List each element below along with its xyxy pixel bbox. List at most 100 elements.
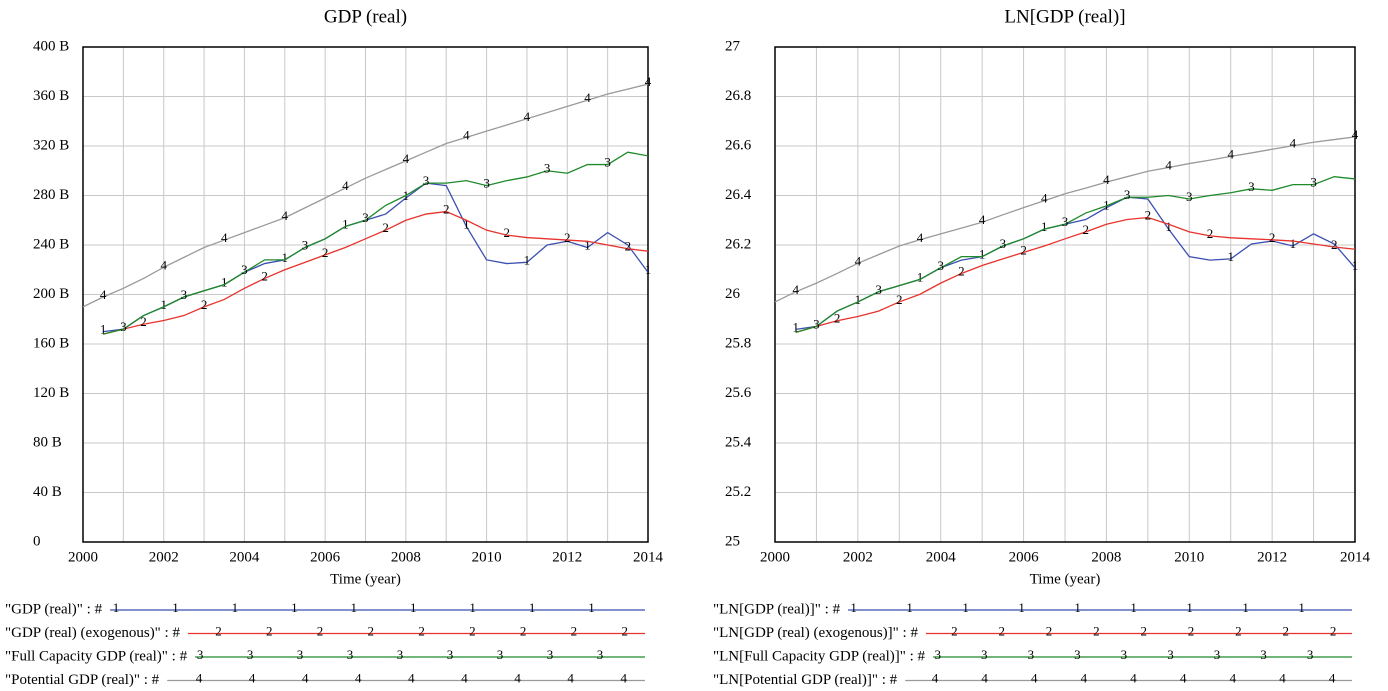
y-tick-label: 200 B [33, 286, 69, 302]
legend-marker: 1 [1298, 600, 1305, 615]
series-marker: 3 [937, 258, 944, 273]
series-marker: 3 [544, 161, 551, 176]
y-tick-label: 40 B [33, 484, 62, 500]
series-marker: 4 [584, 90, 591, 105]
legend-marker: 3 [934, 647, 941, 662]
series-marker: 1 [282, 250, 289, 265]
legend-marker: 1 [1018, 600, 1025, 615]
legend-marker: 2 [317, 623, 324, 638]
legend-marker: 4 [1130, 670, 1137, 685]
series-line [774, 136, 1356, 303]
series-marker: 3 [362, 210, 369, 225]
legend-marker: 3 [981, 647, 988, 662]
legend-marker: 2 [469, 623, 476, 638]
x-axis-label: Time (year) [330, 571, 401, 587]
legend-marker: 1 [1186, 600, 1193, 615]
series-marker: 2 [1145, 208, 1152, 223]
legend-marker: 3 [547, 647, 554, 662]
series-marker: 2 [896, 292, 903, 307]
x-tick-label: 2006 [1009, 549, 1040, 565]
legend-label: "Full Capacity GDP (real)" : # [5, 648, 188, 664]
legend-marker: 3 [1121, 647, 1128, 662]
legend-marker: 1 [962, 600, 969, 615]
series-marker: 4 [792, 282, 799, 297]
x-tick-label: 2002 [843, 549, 873, 565]
legend-label: "Potential GDP (real)" : # [5, 672, 160, 688]
series-line [795, 176, 1356, 333]
series-marker: 4 [282, 208, 289, 223]
series-line [103, 210, 649, 335]
legend-marker: 2 [951, 623, 958, 638]
legend-marker: 2 [1093, 623, 1100, 638]
series-marker: 4 [403, 151, 410, 166]
legend-marker: 4 [567, 670, 574, 685]
legend-marker: 2 [1140, 623, 1147, 638]
series-marker: 2 [322, 245, 329, 260]
series-marker: 1 [342, 216, 349, 231]
legend-marker: 3 [1307, 647, 1314, 662]
series-marker: 2 [564, 230, 571, 245]
series-marker: 4 [221, 230, 228, 245]
legend-marker: 4 [1031, 670, 1038, 685]
plot-border [774, 46, 1356, 543]
x-tick-label: 2004 [229, 549, 260, 565]
legend-marker: 4 [514, 670, 521, 685]
series-marker: 2 [958, 263, 965, 278]
y-tick-label: 360 B [33, 88, 69, 104]
y-tick-label: 26.4 [725, 187, 752, 203]
legend-label: "LN[Full Capacity GDP (real)]" : # [713, 648, 926, 664]
legend-marker: 3 [247, 647, 254, 662]
series-marker: 1 [160, 297, 167, 312]
series-marker: 4 [524, 109, 531, 124]
legend-marker: 1 [1074, 600, 1081, 615]
series-marker: 2 [1269, 230, 1276, 245]
legend-marker: 3 [397, 647, 404, 662]
legend-marker: 3 [347, 647, 354, 662]
y-tick-label: 26 [725, 286, 741, 302]
legend-marker: 2 [418, 623, 425, 638]
legend-marker: 4 [408, 670, 415, 685]
legend-marker: 4 [1081, 670, 1088, 685]
series-marker: 2 [382, 220, 389, 235]
legend-marker: 2 [571, 623, 578, 638]
legend-marker: 4 [196, 670, 203, 685]
series-marker: 1 [855, 292, 862, 307]
legend-marker: 4 [1279, 670, 1286, 685]
y-tick-label: 320 B [33, 137, 69, 153]
legend-marker: 3 [197, 647, 204, 662]
series-marker: 3 [181, 287, 188, 302]
legend-marker: 4 [249, 670, 256, 685]
series-marker: 4 [1352, 127, 1359, 142]
x-tick-label: 2000 [760, 549, 790, 565]
series-marker: 1 [1041, 219, 1048, 234]
legend-marker: 1 [850, 600, 857, 615]
y-tick-label: 160 B [33, 335, 69, 351]
y-tick-label: 25.6 [725, 385, 752, 401]
series-marker: 3 [302, 237, 309, 252]
series-marker: 4 [1041, 191, 1048, 206]
x-tick-label: 2008 [1091, 549, 1121, 565]
x-axis-label: Time (year) [1030, 571, 1101, 587]
series-marker: 3 [1124, 187, 1131, 202]
x-tick-label: 2004 [926, 549, 957, 565]
series-marker: 2 [1331, 237, 1338, 252]
x-tick-label: 2008 [391, 549, 421, 565]
y-tick-label: 26.2 [725, 236, 751, 252]
x-tick-label: 2002 [149, 549, 179, 565]
x-tick-label: 2000 [68, 549, 98, 565]
legend-marker: 3 [297, 647, 304, 662]
x-tick-label: 2010 [1174, 549, 1204, 565]
legend-label: "GDP (real)" : # [5, 601, 103, 617]
series-marker: 3 [423, 173, 430, 188]
series-marker: 4 [855, 253, 862, 268]
series-marker: 1 [1290, 236, 1297, 251]
series-marker: 4 [463, 127, 470, 142]
y-tick-label: 80 B [33, 434, 62, 450]
legend-marker: 3 [1028, 647, 1035, 662]
series-marker: 1 [792, 319, 799, 334]
series-marker: 4 [1103, 172, 1110, 187]
x-tick-label: 2012 [1257, 549, 1287, 565]
series-marker: 3 [604, 155, 611, 170]
legend-marker: 1 [291, 600, 298, 615]
